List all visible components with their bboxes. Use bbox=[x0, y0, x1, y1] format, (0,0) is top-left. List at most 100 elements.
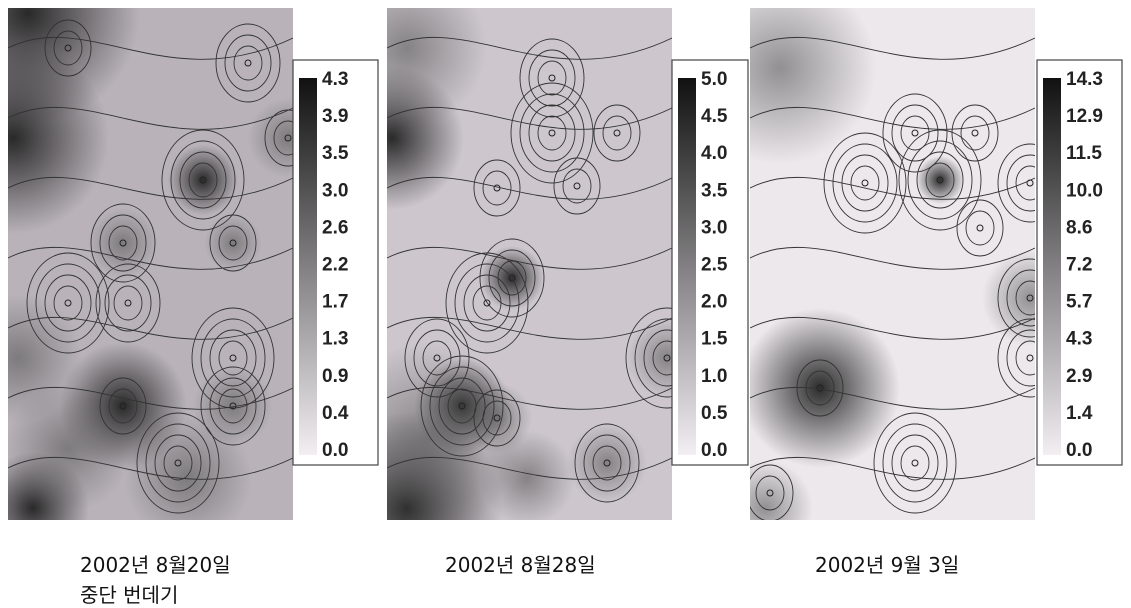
contour-line bbox=[1015, 280, 1035, 316]
contour-line bbox=[209, 377, 257, 435]
colorbar-label: 1.5 bbox=[701, 329, 728, 350]
contour-line bbox=[200, 366, 266, 446]
contour-line bbox=[592, 445, 622, 481]
sample-point bbox=[458, 402, 466, 410]
contour-line bbox=[882, 93, 948, 173]
contour-line bbox=[997, 318, 1035, 398]
contour-line bbox=[882, 423, 948, 503]
contour-line bbox=[8, 246, 293, 270]
dense-area bbox=[750, 8, 876, 164]
contour-line bbox=[8, 316, 293, 340]
contour-line bbox=[163, 445, 193, 481]
sample-point bbox=[483, 299, 491, 307]
contour-line bbox=[823, 132, 907, 234]
dense-area bbox=[8, 42, 109, 234]
contour-line bbox=[956, 199, 1004, 257]
sample-point bbox=[119, 239, 127, 247]
contour-line bbox=[200, 318, 266, 398]
contour-line bbox=[422, 340, 452, 376]
contour-line bbox=[420, 355, 504, 457]
contour-line bbox=[209, 214, 257, 272]
colorbar-label: 0.0 bbox=[322, 440, 348, 461]
contour-line bbox=[463, 274, 511, 332]
contour-line bbox=[850, 165, 880, 201]
contour-line bbox=[413, 329, 461, 387]
contour-line bbox=[537, 115, 567, 151]
sample-point bbox=[548, 74, 556, 82]
colorbar bbox=[299, 78, 317, 455]
contour-line bbox=[136, 412, 220, 514]
sample-point bbox=[976, 224, 984, 232]
contour-line bbox=[900, 445, 930, 481]
dense-area bbox=[567, 423, 647, 503]
colorbar-label: 3.5 bbox=[322, 143, 349, 164]
contour-line bbox=[750, 36, 1035, 60]
contour-line bbox=[209, 329, 257, 387]
sample-point bbox=[508, 274, 516, 282]
colorbar-label: 7.2 bbox=[1066, 255, 1092, 276]
sample-point bbox=[663, 354, 671, 362]
contour-line bbox=[1015, 165, 1035, 201]
colorbar-label: 1.7 bbox=[322, 292, 348, 313]
contour-line bbox=[652, 340, 672, 376]
colorbar-label: 8.6 bbox=[1066, 217, 1092, 238]
contour-line bbox=[35, 263, 101, 343]
colorbar-label: 5.0 bbox=[701, 69, 727, 90]
colorbar-label: 10.0 bbox=[1066, 180, 1103, 201]
contour-line bbox=[488, 249, 536, 307]
contour-line bbox=[218, 388, 248, 424]
contour-line bbox=[387, 456, 672, 480]
contour-line bbox=[104, 274, 152, 332]
dense-area bbox=[8, 384, 132, 512]
contour-line bbox=[750, 106, 1035, 130]
dense-area bbox=[982, 250, 1035, 346]
contour-line bbox=[832, 143, 898, 223]
contour-line bbox=[925, 162, 955, 198]
colorbar-label: 4.3 bbox=[1066, 329, 1092, 350]
sample-point bbox=[613, 129, 621, 137]
map-area bbox=[750, 8, 1035, 520]
sample-point bbox=[603, 459, 611, 467]
contour-map: 5.0 4.5 4.0 3.5 3.0 2.5 2.0 1.5 1.0 0.5 0.0 2002년 8… bbox=[387, 8, 749, 577]
contour-line bbox=[1006, 269, 1035, 327]
contour-line bbox=[188, 162, 218, 198]
contour-line bbox=[387, 386, 672, 410]
contour-line bbox=[218, 340, 248, 376]
contour-line bbox=[482, 400, 512, 436]
sample-point bbox=[199, 176, 207, 184]
contour-line bbox=[891, 104, 939, 162]
sample-point bbox=[433, 354, 441, 362]
contour-line bbox=[750, 316, 1035, 340]
contour-line bbox=[796, 359, 844, 417]
contour-line bbox=[873, 412, 957, 514]
contour-line bbox=[997, 143, 1035, 223]
contour-line bbox=[387, 106, 672, 130]
sample-point bbox=[64, 44, 72, 52]
sample-point bbox=[229, 239, 237, 247]
contour-line bbox=[445, 252, 529, 354]
contour-line bbox=[750, 386, 1035, 410]
contour-line bbox=[997, 258, 1035, 338]
colorbar-label: 1.0 bbox=[701, 366, 727, 387]
colorbar-label: 0.0 bbox=[1066, 440, 1092, 461]
contour-line bbox=[99, 377, 147, 435]
contour-line bbox=[113, 285, 143, 321]
contour-line bbox=[8, 36, 293, 60]
contour-line bbox=[519, 93, 585, 173]
caption: 2002년 8월20일 bbox=[80, 553, 231, 577]
contour-line bbox=[429, 366, 495, 446]
contour-line bbox=[145, 423, 211, 503]
contour-line bbox=[528, 104, 576, 162]
colorbar-label: 2.2 bbox=[322, 255, 348, 276]
contour-line bbox=[907, 140, 973, 220]
contour-line bbox=[8, 386, 293, 410]
colorbar-label: 14.3 bbox=[1066, 69, 1103, 90]
contour-line bbox=[404, 318, 470, 398]
sample-point bbox=[573, 182, 581, 190]
contour-line bbox=[179, 151, 227, 209]
colorbar-label: 4.0 bbox=[701, 143, 727, 164]
dense-area bbox=[248, 98, 293, 178]
contour-line bbox=[643, 329, 672, 387]
contour-line bbox=[960, 115, 990, 151]
caption: 중단 번데기 bbox=[80, 583, 178, 607]
